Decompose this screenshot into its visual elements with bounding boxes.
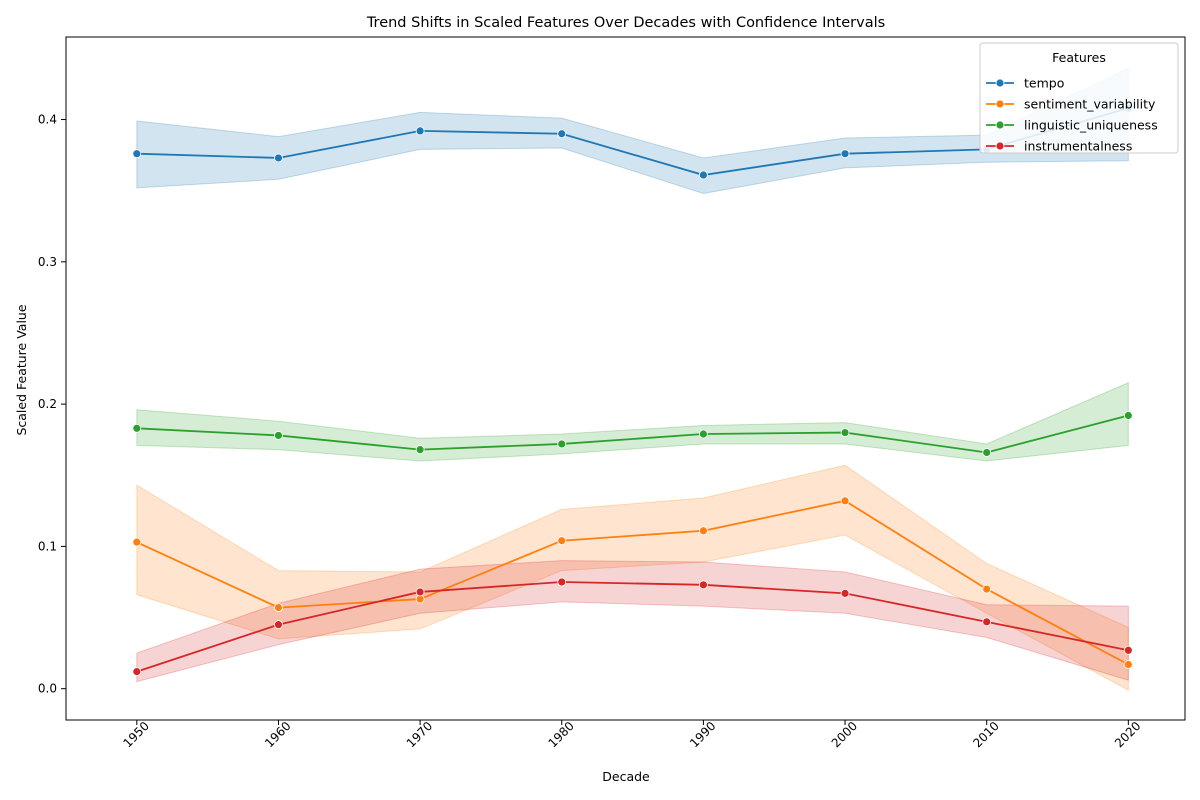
y-axis-label: Scaled Feature Value (14, 304, 29, 435)
x-axis: 1950 1960 1970 1980 1990 2000 2010 2020 (120, 719, 1143, 750)
x-tick-label: 1960 (262, 719, 293, 750)
linguistic-uniqueness-confidence-band (136, 382, 1129, 462)
linguistic-uniqueness-point-1990 (699, 429, 708, 439)
sentiment-variability-point-2000 (840, 496, 850, 506)
instrumentalness-point-1950 (132, 667, 142, 677)
instrumentalness-line (136, 581, 1129, 673)
linguistic-uniqueness-point-2010 (982, 448, 992, 457)
x-axis-label: Decade (602, 769, 650, 784)
tempo-confidence-band (136, 67, 1129, 195)
tempo-point-1970 (415, 126, 425, 136)
tempo-point-2000 (840, 149, 850, 159)
legend-item-instrumentalness: instrumentalness (986, 139, 1132, 154)
x-tick-label: 1990 (687, 719, 718, 750)
sentiment-variability-point-1990 (699, 526, 708, 536)
y-tick-label: 0.4 (38, 113, 57, 127)
instrumentalness-point-1990 (699, 580, 708, 590)
linguistic-uniqueness-line (136, 414, 1129, 454)
sentiment-variability-point-1950 (132, 537, 142, 547)
sentiment-variability-point-2020 (1123, 660, 1133, 669)
confidence-bands (136, 67, 1129, 691)
x-tick-label: 2020 (1112, 719, 1143, 750)
legend-swatch-marker (995, 120, 1005, 130)
instrumentalness-confidence-band (136, 560, 1129, 683)
legend-label: linguistic_uniqueness (1024, 118, 1158, 133)
y-tick-label: 0.0 (38, 682, 57, 696)
tempo-point-1960 (274, 153, 283, 163)
sentiment-variability-point-1960 (274, 603, 283, 612)
legend-items: tempo sentiment_variability linguistic_uni… (986, 76, 1158, 154)
legend: Features tempo sentiment_variabilitylingu… (979, 42, 1179, 154)
legend-swatch-marker (995, 141, 1005, 151)
x-tick-label: 2000 (829, 719, 860, 750)
x-tick-label: 1970 (404, 719, 435, 750)
linguistic-uniqueness-point-1970 (415, 445, 425, 455)
tempo-point-1950 (132, 149, 142, 159)
legend-item-sentiment-variability: sentiment_variability (986, 97, 1156, 112)
instrumentalness-point-2000 (840, 588, 850, 598)
legend-item-tempo: tempo (986, 76, 1064, 91)
series-lines (136, 107, 1129, 673)
legend-label: sentiment_variability (1024, 97, 1156, 112)
x-tick-label: 1980 (545, 719, 576, 750)
legend-swatch-marker (995, 99, 1005, 109)
tempo-line (136, 107, 1129, 176)
legend-box (979, 42, 1179, 154)
legend-swatch-marker (995, 78, 1005, 88)
sentiment-variability-point-1980 (557, 536, 567, 546)
y-axis: 0.0 0.1 0.2 0.3 0.4 (38, 113, 66, 696)
tempo-point-1990 (699, 170, 708, 180)
y-tick-label: 0.2 (38, 397, 57, 411)
instrumentalness-point-1960 (274, 620, 283, 630)
linguistic-uniqueness-point-1980 (557, 439, 567, 449)
legend-label: tempo (1024, 76, 1064, 91)
linguistic-uniqueness-point-2000 (840, 428, 850, 437)
plot-frame (65, 36, 1186, 721)
linguistic-uniqueness-point-2020 (1123, 411, 1133, 420)
instrumentalness-point-2010 (982, 617, 992, 627)
legend-item-linguistic-uniqueness: linguistic_uniqueness (986, 118, 1158, 133)
instrumentalness-point-2020 (1123, 645, 1133, 655)
instrumentalness-point-1980 (557, 577, 567, 587)
instrumentalness-point-1970 (415, 587, 425, 597)
series-points (132, 103, 1133, 677)
sentiment-variability-confidence-band (136, 464, 1129, 691)
x-tick-label: 1950 (120, 719, 151, 750)
legend-label: instrumentalness (1024, 139, 1132, 154)
sentiment-variability-line (136, 499, 1129, 666)
x-tick-label: 2010 (970, 719, 1001, 750)
chart-title: Trend Shifts in Scaled Features Over Dec… (366, 15, 885, 31)
plot-area (65, 36, 1186, 721)
tempo-point-1980 (557, 129, 567, 139)
legend-title: Features (1052, 50, 1106, 65)
y-tick-label: 0.3 (38, 255, 57, 269)
linguistic-uniqueness-point-1960 (274, 431, 283, 440)
y-tick-label: 0.1 (38, 539, 57, 553)
linguistic-uniqueness-point-1950 (132, 423, 142, 433)
sentiment-variability-point-2010 (982, 584, 992, 594)
